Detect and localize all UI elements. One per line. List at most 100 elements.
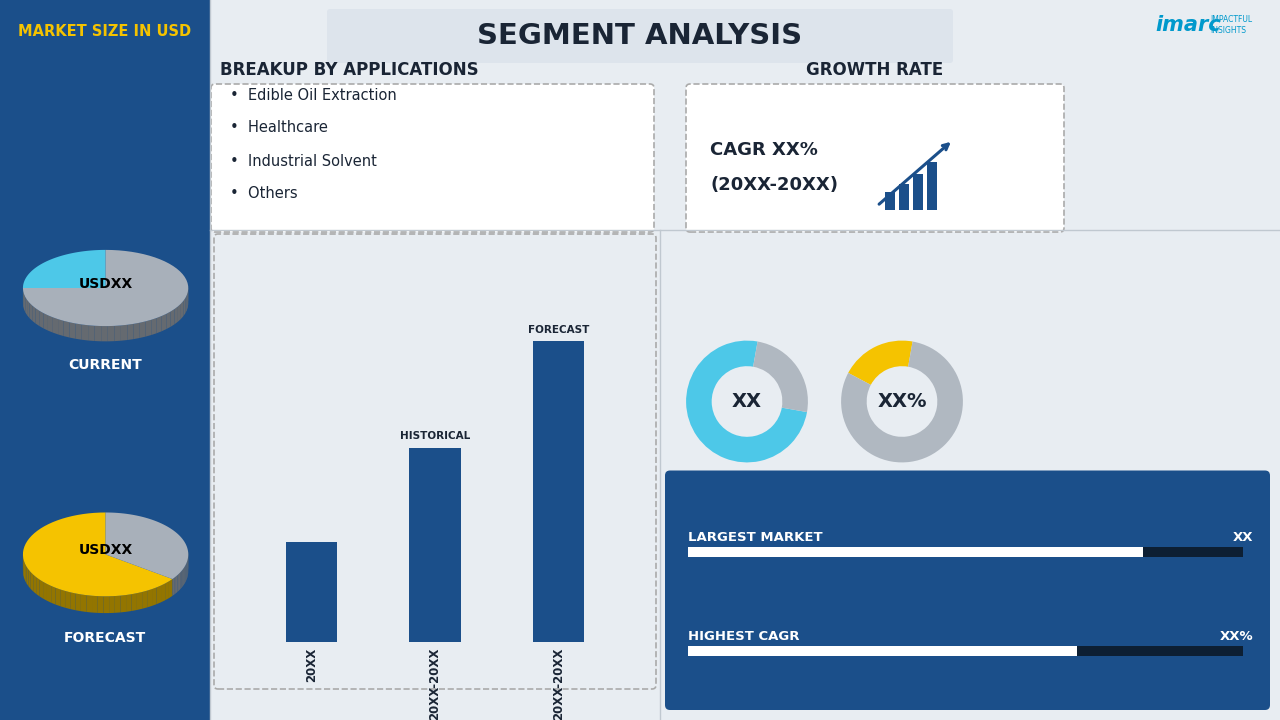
Polygon shape [32, 305, 36, 323]
Polygon shape [92, 595, 97, 613]
Bar [927, 162, 937, 210]
Polygon shape [104, 596, 109, 613]
Text: FORECAST: FORECAST [527, 325, 589, 335]
Text: BREAKUP BY APPLICATIONS: BREAKUP BY APPLICATIONS [220, 61, 479, 79]
Text: GROWTH RATE: GROWTH RATE [806, 61, 943, 79]
Polygon shape [151, 318, 156, 335]
FancyBboxPatch shape [686, 84, 1064, 232]
Bar [689, 646, 1076, 656]
Polygon shape [58, 319, 64, 336]
Polygon shape [81, 595, 87, 612]
Polygon shape [132, 593, 137, 611]
FancyBboxPatch shape [326, 9, 954, 63]
Wedge shape [841, 341, 963, 462]
Polygon shape [120, 325, 127, 341]
Polygon shape [69, 323, 76, 338]
Bar [1076, 646, 1243, 656]
Polygon shape [44, 582, 47, 600]
Text: XX%: XX% [1220, 630, 1253, 643]
Polygon shape [33, 575, 36, 594]
Bar [410, 448, 461, 642]
Text: XX: XX [732, 392, 762, 411]
Polygon shape [186, 295, 187, 313]
Polygon shape [55, 588, 60, 606]
Polygon shape [47, 315, 52, 333]
Polygon shape [76, 593, 81, 611]
Polygon shape [28, 570, 31, 589]
Polygon shape [108, 326, 114, 341]
Polygon shape [23, 250, 106, 288]
FancyBboxPatch shape [214, 234, 657, 689]
Bar [0, 0, 210, 720]
Polygon shape [178, 574, 179, 592]
Polygon shape [23, 250, 188, 326]
Polygon shape [47, 584, 51, 603]
Polygon shape [40, 580, 44, 598]
Polygon shape [109, 596, 115, 613]
Polygon shape [27, 300, 29, 318]
Polygon shape [146, 320, 151, 336]
Polygon shape [156, 585, 161, 604]
Bar [884, 192, 895, 210]
Polygon shape [82, 325, 88, 341]
Polygon shape [180, 301, 183, 319]
Text: •  Industrial Solvent: • Industrial Solvent [230, 153, 376, 168]
Text: imarc: imarc [1155, 15, 1221, 35]
Text: CAGR XX%: CAGR XX% [710, 141, 818, 159]
Text: (20XX-20XX): (20XX-20XX) [710, 176, 838, 194]
FancyBboxPatch shape [666, 470, 1270, 710]
Bar [285, 541, 338, 642]
Polygon shape [65, 591, 70, 609]
Polygon shape [120, 595, 125, 613]
Polygon shape [64, 321, 69, 338]
Wedge shape [686, 341, 806, 462]
Wedge shape [753, 341, 808, 412]
Bar [1143, 547, 1243, 557]
Polygon shape [175, 575, 178, 593]
Polygon shape [95, 325, 101, 341]
Text: HISTORICAL: HISTORICAL [399, 431, 470, 441]
Polygon shape [106, 513, 188, 579]
Polygon shape [87, 595, 92, 613]
Polygon shape [27, 567, 28, 586]
Polygon shape [29, 303, 32, 321]
Polygon shape [178, 304, 180, 322]
Bar [210, 0, 1280, 720]
Polygon shape [36, 308, 40, 326]
Polygon shape [31, 572, 33, 592]
Polygon shape [88, 325, 95, 341]
Text: XX: XX [1233, 531, 1253, 544]
Bar [913, 174, 923, 210]
Polygon shape [174, 577, 175, 595]
Polygon shape [97, 596, 104, 613]
Text: XX%: XX% [877, 392, 927, 411]
Bar [899, 184, 909, 210]
Text: HIGHEST CAGR: HIGHEST CAGR [689, 630, 800, 643]
Polygon shape [165, 581, 169, 600]
Polygon shape [161, 314, 166, 331]
Polygon shape [52, 318, 58, 334]
Polygon shape [26, 297, 27, 315]
Text: •  Others: • Others [230, 186, 298, 202]
Text: USDXX: USDXX [78, 276, 133, 291]
Polygon shape [183, 298, 186, 316]
Polygon shape [51, 586, 55, 605]
Polygon shape [173, 577, 174, 596]
Polygon shape [166, 312, 170, 329]
Polygon shape [44, 313, 47, 330]
Polygon shape [114, 325, 120, 341]
Polygon shape [161, 583, 165, 603]
Polygon shape [174, 307, 178, 324]
Text: •  Edible Oil Extraction: • Edible Oil Extraction [230, 88, 397, 102]
Polygon shape [76, 323, 82, 340]
Polygon shape [140, 321, 146, 338]
Polygon shape [36, 577, 40, 596]
Polygon shape [142, 590, 147, 609]
Polygon shape [152, 588, 156, 606]
Text: •  Healthcare: • Healthcare [230, 120, 328, 135]
Polygon shape [179, 572, 180, 590]
Text: CURRENT: CURRENT [68, 358, 142, 372]
Polygon shape [137, 592, 142, 610]
FancyBboxPatch shape [211, 84, 654, 232]
Text: FORECAST: FORECAST [64, 631, 146, 645]
